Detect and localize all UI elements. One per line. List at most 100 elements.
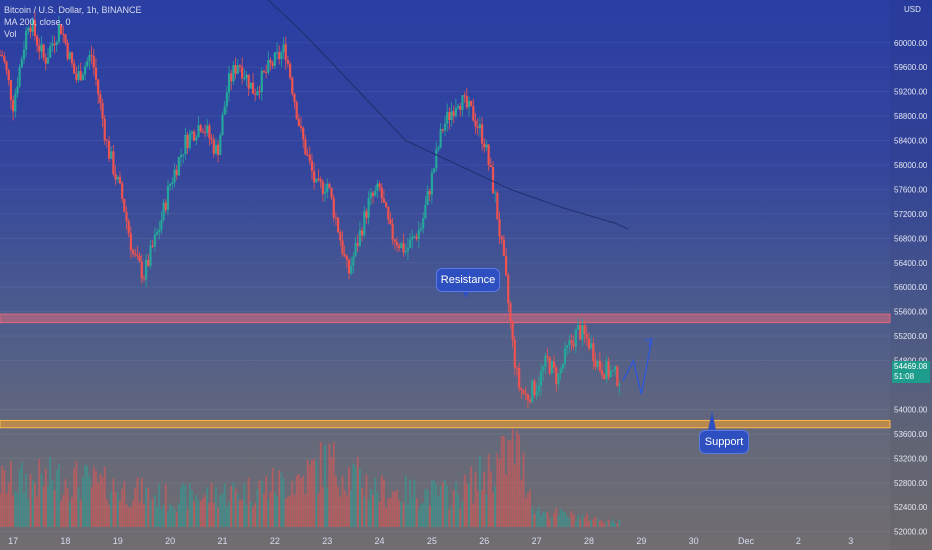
last-price: 54469.08	[894, 362, 928, 371]
candle-body	[315, 178, 318, 183]
candle-body	[27, 27, 30, 31]
candle-body	[391, 223, 394, 240]
volume-bar	[273, 492, 276, 527]
volume-bar	[496, 453, 499, 527]
volume-bar	[345, 495, 348, 527]
volume-bar	[184, 485, 187, 527]
candle-body	[118, 176, 122, 184]
candle-body	[337, 217, 340, 233]
candle-body	[278, 52, 281, 60]
volume-bar	[452, 490, 455, 527]
candle-body	[511, 321, 514, 340]
time-tick-label: 2	[796, 536, 801, 546]
candle-body	[195, 137, 198, 141]
candle-body	[524, 393, 527, 395]
volume-bar	[374, 477, 377, 527]
candle-body	[513, 339, 516, 368]
volume-bar	[62, 495, 65, 527]
candle-body	[528, 399, 532, 403]
volume-bar	[596, 518, 599, 527]
volume-bar	[34, 483, 36, 527]
candle-body	[352, 256, 355, 266]
volume-bar	[254, 502, 257, 527]
candle-body	[459, 106, 462, 110]
time-tick-label: 29	[636, 536, 646, 546]
candle-body	[502, 239, 505, 256]
volume-bar	[463, 474, 466, 527]
volume-bar	[282, 478, 285, 527]
volume-bar	[140, 478, 143, 527]
candle-body	[520, 388, 523, 390]
candle-body	[190, 131, 194, 134]
candle-body	[177, 157, 180, 176]
candle-body	[49, 46, 52, 58]
price-tick-label: 52800.00	[894, 479, 928, 488]
resistance-callout[interactable]: Resistance	[436, 268, 500, 292]
candle-body	[212, 139, 215, 154]
candle-body	[295, 101, 298, 120]
candle-body	[230, 73, 233, 82]
price-tick-label: 53200.00	[894, 454, 928, 463]
candle-body	[267, 60, 270, 73]
candle-body	[289, 63, 292, 78]
volume-bar	[365, 474, 368, 527]
candle-body	[515, 367, 519, 369]
candle-body	[142, 278, 146, 280]
candle-body	[247, 74, 250, 89]
candle-body	[496, 192, 499, 220]
volume-bar	[387, 498, 390, 527]
candle-body	[238, 65, 242, 67]
volume-bar	[219, 495, 222, 527]
volume-bar	[68, 502, 71, 527]
volume-bar	[500, 435, 503, 527]
volume-bar	[265, 475, 268, 527]
candle-body	[29, 27, 32, 32]
volume-bar	[332, 442, 335, 527]
candle-body	[217, 144, 220, 155]
candle-body	[607, 361, 610, 377]
candle-body	[103, 118, 106, 141]
time-tick-label: 19	[113, 536, 123, 546]
candle-body	[173, 169, 176, 183]
volume-bar	[186, 509, 189, 527]
candle-body	[507, 275, 510, 304]
candle-body	[245, 74, 248, 79]
volume-bar	[108, 505, 110, 527]
volume-bar	[276, 496, 278, 527]
candle-body	[395, 242, 399, 246]
volume-bar	[564, 512, 566, 527]
volume-bar	[598, 521, 601, 527]
candle-body	[563, 348, 567, 364]
volume-bar	[228, 501, 230, 527]
volume-bar	[415, 498, 418, 527]
volume-bar	[101, 476, 104, 527]
candles	[0, 11, 621, 408]
volume-bar	[215, 486, 217, 527]
support-callout[interactable]: Support	[699, 430, 749, 454]
volume-bar	[230, 485, 233, 527]
volume-bar	[300, 478, 302, 527]
time-tick-label: 20	[165, 536, 175, 546]
volume-bar	[197, 500, 200, 527]
candle-body	[112, 151, 115, 175]
volume-bar	[71, 497, 73, 527]
volume-bar	[315, 461, 318, 527]
price-tick-label: 57200.00	[894, 210, 928, 219]
candle-body	[107, 141, 111, 159]
candle-body	[33, 20, 37, 37]
candle-body	[219, 135, 222, 155]
volume-bar	[439, 485, 442, 527]
volume-bar	[524, 497, 527, 527]
candle-body	[166, 186, 170, 210]
volume-bar	[14, 491, 17, 527]
volume-bar	[413, 479, 416, 527]
candle-body	[535, 391, 538, 396]
volume-bar	[20, 462, 23, 527]
volume-bar	[363, 497, 366, 527]
candle-body	[570, 340, 573, 344]
volume-bar	[546, 512, 549, 527]
candle-body	[579, 324, 582, 340]
volume-bar	[0, 493, 1, 527]
